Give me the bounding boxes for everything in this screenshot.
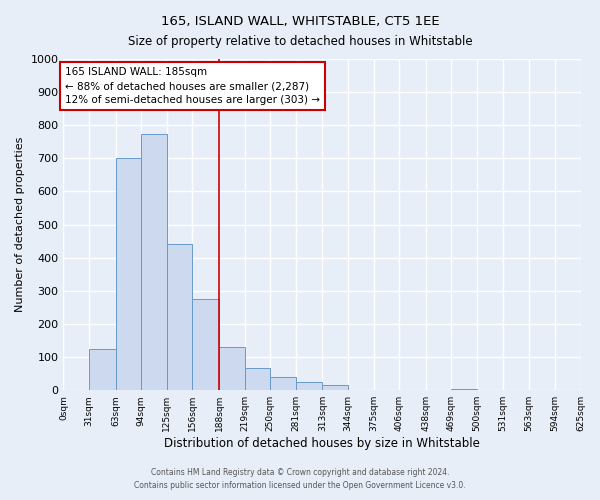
Bar [451, 388, 477, 390]
Bar [141, 134, 167, 390]
X-axis label: Distribution of detached houses by size in Whitstable: Distribution of detached houses by size … [164, 437, 480, 450]
Bar [193, 299, 219, 390]
Bar [322, 385, 348, 390]
Y-axis label: Number of detached properties: Number of detached properties [15, 137, 25, 312]
Text: Size of property relative to detached houses in Whitstable: Size of property relative to detached ho… [128, 35, 472, 48]
Bar [89, 349, 116, 390]
Bar [219, 347, 245, 390]
Bar [296, 382, 322, 390]
Bar [167, 244, 193, 390]
Bar [116, 158, 141, 390]
Text: 165, ISLAND WALL, WHITSTABLE, CT5 1EE: 165, ISLAND WALL, WHITSTABLE, CT5 1EE [161, 15, 439, 28]
Text: Contains HM Land Registry data © Crown copyright and database right 2024.
Contai: Contains HM Land Registry data © Crown c… [134, 468, 466, 489]
Text: 165 ISLAND WALL: 185sqm
← 88% of detached houses are smaller (2,287)
12% of semi: 165 ISLAND WALL: 185sqm ← 88% of detache… [65, 68, 320, 106]
Bar [270, 377, 296, 390]
Bar [245, 368, 270, 390]
